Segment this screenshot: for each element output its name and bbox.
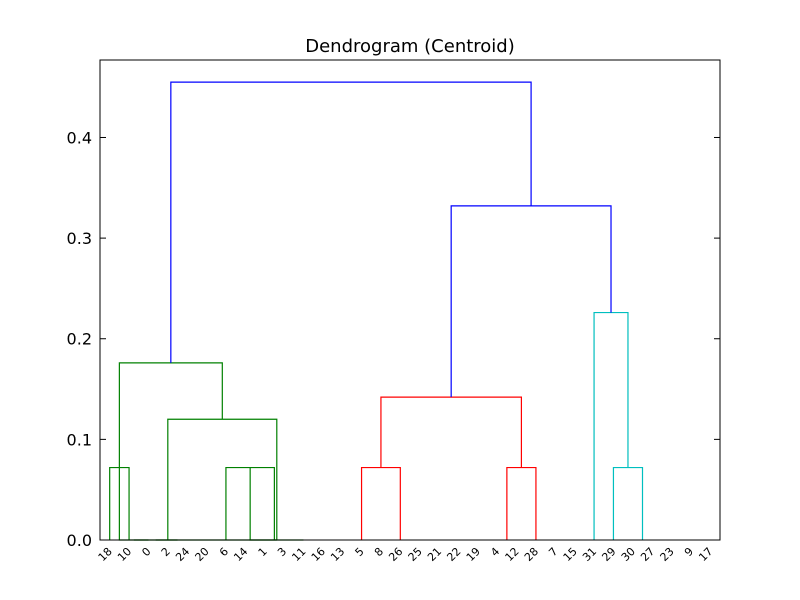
y-axis-tick-labels: 0.0 0.1 0.2 0.3 0.4 <box>67 128 92 550</box>
dendrogram-link-green <box>225 466 275 540</box>
y-tick-label: 0.1 <box>67 430 92 449</box>
plot-frame <box>99 59 721 541</box>
dendrogram-link-blue <box>170 81 532 363</box>
dendrogram-link-blue <box>450 205 612 398</box>
dendrogram-link-cyan <box>593 311 629 540</box>
dendrogram-link-red <box>380 396 523 468</box>
y-tick-label: 0.4 <box>67 128 92 147</box>
y-tick-label: 0.2 <box>67 330 92 349</box>
chart-title: Dendrogram (Centroid) <box>305 36 515 57</box>
y-tick-label: 0.3 <box>67 229 92 248</box>
y-tick-label: 0.0 <box>67 531 92 550</box>
